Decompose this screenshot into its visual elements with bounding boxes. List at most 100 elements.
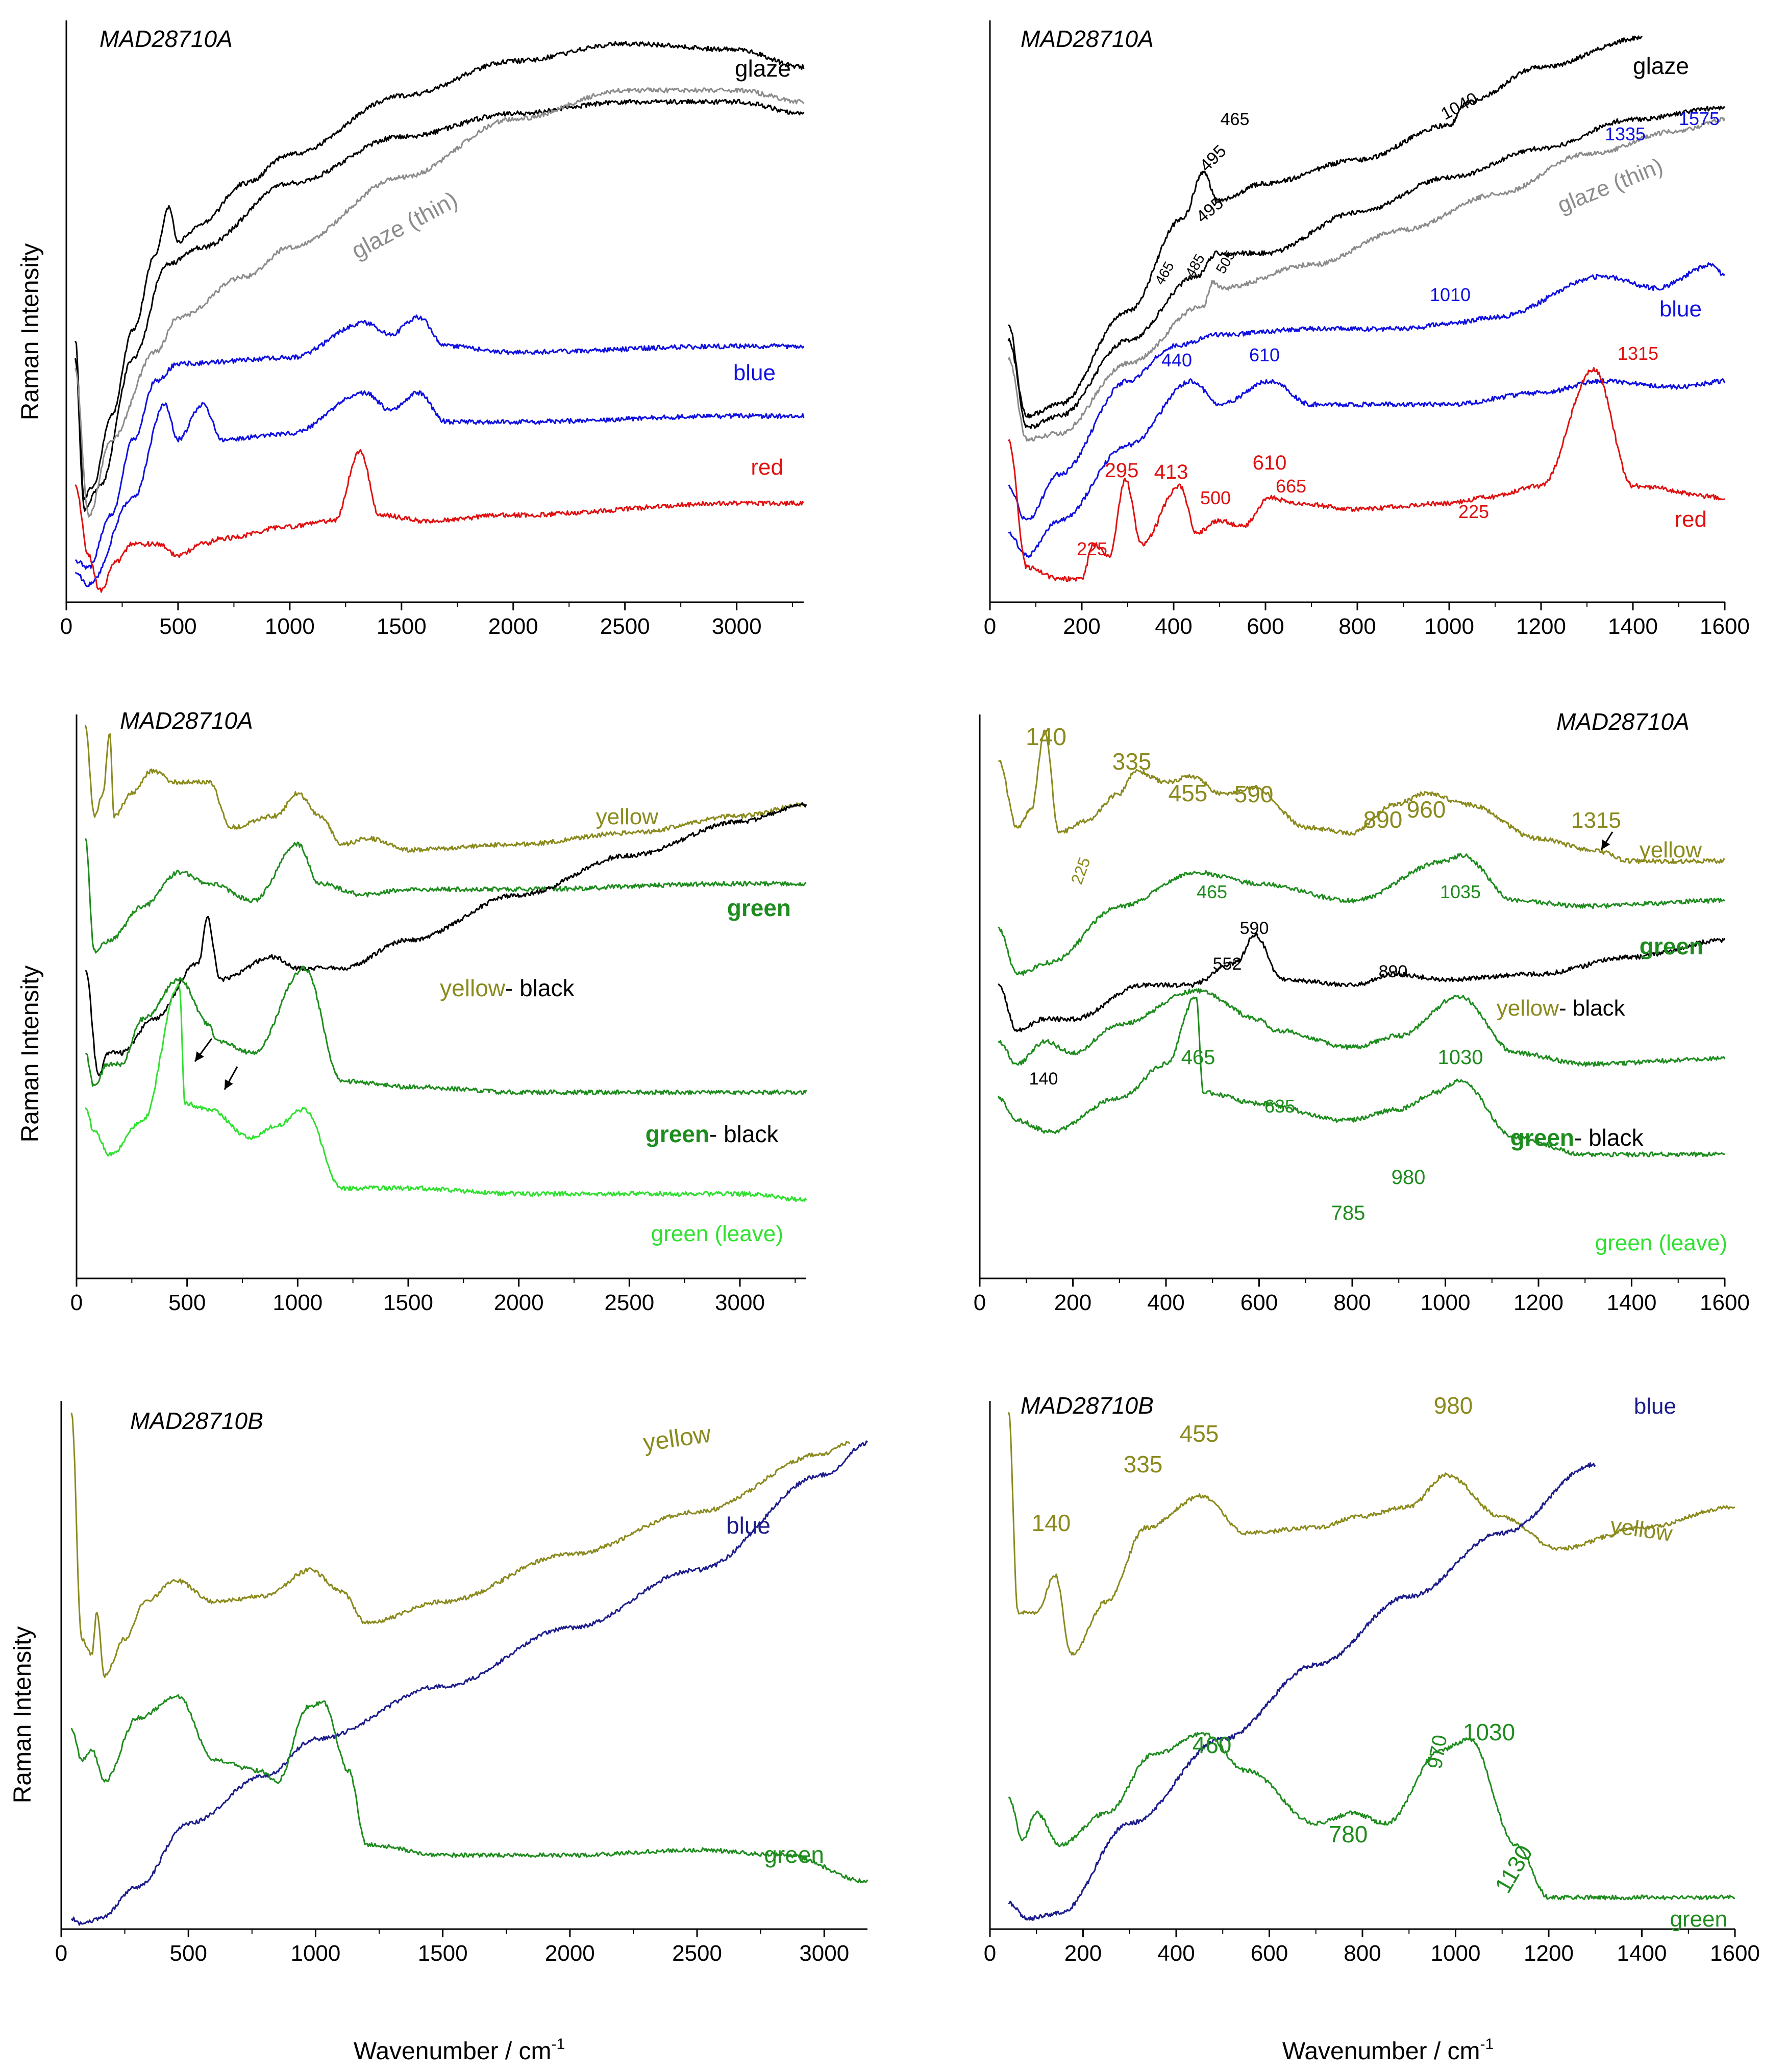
x-tick-label: 3000 xyxy=(715,1290,765,1315)
annotation-label: - black xyxy=(709,1121,779,1147)
annotation-label: blue xyxy=(1659,297,1702,322)
annotation-label: green xyxy=(727,895,791,921)
y-axis-label: Raman Intensity xyxy=(17,243,44,421)
annotation-label: 552 xyxy=(1213,954,1242,974)
annotation-label: 1335 xyxy=(1605,124,1646,144)
x-tick-label: 0 xyxy=(70,1290,83,1315)
annotation-label: 460 xyxy=(1193,1732,1232,1758)
panel-title: MAD28710A xyxy=(1021,26,1154,52)
x-tick-label: 200 xyxy=(1054,1290,1091,1315)
annotation-label: - black xyxy=(505,975,575,1001)
x-tick-label: 800 xyxy=(1338,614,1376,639)
svg-text:Wavenumber / cm-1: Wavenumber / cm-1 xyxy=(1282,2036,1494,2065)
annotation-label: 1575 xyxy=(1679,108,1720,129)
annotation-label: 890 xyxy=(1363,806,1403,833)
x-tick-label: 200 xyxy=(1063,614,1100,639)
x-tick-label: 2000 xyxy=(545,1941,595,1966)
annotation-label: 335 xyxy=(1124,1451,1163,1477)
spectrum-green xyxy=(1008,1732,1735,1901)
x-tick-label: 1000 xyxy=(1431,1941,1481,1966)
spectrum-glaze-2 xyxy=(1008,105,1725,429)
x-tick-label: 200 xyxy=(1064,1941,1102,1966)
arrow-head xyxy=(225,1079,233,1090)
x-tick-label: 2500 xyxy=(604,1290,654,1315)
annotation-label: 590 xyxy=(1234,781,1274,807)
spectrum-green xyxy=(998,852,1726,976)
x-tick-label: 1400 xyxy=(1607,1290,1657,1315)
annotation-label: green xyxy=(764,1841,824,1868)
annotation-label: 635 xyxy=(1264,1096,1295,1117)
annotation-label: 500 xyxy=(1200,487,1231,508)
x-tick-label: 500 xyxy=(159,614,196,639)
annotation-label: 665 xyxy=(1276,476,1306,497)
annotation-label: green xyxy=(1510,1124,1574,1151)
x-tick-label: 1200 xyxy=(1516,614,1566,639)
annotation-label: 455 xyxy=(1180,1420,1219,1447)
annotation-label: 413 xyxy=(1154,461,1188,483)
spectrum-green-black xyxy=(998,988,1726,1067)
spectrum-green xyxy=(70,1694,868,1884)
spectrum-yellow xyxy=(1008,1412,1735,1656)
annotation-label: 1030 xyxy=(1463,1719,1515,1745)
x-tick-label: 1000 xyxy=(272,1290,322,1315)
annotation-label: red xyxy=(751,455,783,480)
spectrum-red xyxy=(1007,367,1725,582)
panel-title: MAD28710A xyxy=(1556,708,1690,735)
x-axis-title-left: Wavenumber / cm-1 xyxy=(354,2036,565,2065)
x-tick-label: 0 xyxy=(60,614,72,639)
annotation-label: red xyxy=(1674,507,1707,532)
spectrum-blue xyxy=(1008,1462,1596,1921)
x-tick-label: 500 xyxy=(170,1941,207,1966)
annotation-label: blue xyxy=(726,1512,771,1539)
x-tick-label: 1500 xyxy=(377,614,427,639)
annotation-label: green (leave) xyxy=(1595,1230,1727,1255)
x-tick-label: 1500 xyxy=(383,1290,433,1315)
annotation-label: 980 xyxy=(1434,1392,1473,1419)
spectrum-blue-2 xyxy=(75,390,805,587)
annotation-label: 590 xyxy=(1240,919,1269,938)
annotation-label: 1035 xyxy=(1440,881,1481,902)
x-tick-label: 800 xyxy=(1344,1941,1381,1966)
annotation-label: 610 xyxy=(1253,452,1287,474)
x-tick-label: 0 xyxy=(974,1290,986,1315)
spectrum-green-leave- xyxy=(998,996,1725,1157)
annotation-label: - black xyxy=(1559,996,1626,1021)
x-tick-label: 1600 xyxy=(1710,1941,1760,1966)
annotation-label: 610 xyxy=(1249,344,1280,365)
panel-title: MAD28710B xyxy=(1021,1392,1154,1419)
x-tick-label: 2000 xyxy=(494,1290,544,1315)
spectrum-red xyxy=(75,449,804,593)
annotation-label: 455 xyxy=(1169,780,1208,806)
spectrum-glaze-thin- xyxy=(1007,117,1726,442)
x-tick-label: 1000 xyxy=(290,1941,340,1966)
spectrum-blue xyxy=(1008,262,1725,521)
annotation-label: 960 xyxy=(1407,796,1446,823)
spectrum-blue xyxy=(70,1440,868,1926)
x-tick-label: 600 xyxy=(1251,1941,1288,1966)
x-tick-label: 1400 xyxy=(1608,614,1658,639)
annotation-label: 1030 xyxy=(1438,1046,1483,1069)
spectrum-green-leave- xyxy=(85,983,807,1202)
x-tick-label: 600 xyxy=(1240,1290,1278,1315)
x-tick-label: 500 xyxy=(168,1290,206,1315)
x-tick-label: 800 xyxy=(1333,1290,1371,1315)
x-tick-label: 2000 xyxy=(488,614,538,639)
x-tick-label: 1000 xyxy=(1421,1290,1471,1315)
y-axis-label: Raman Intensity xyxy=(17,966,44,1143)
annotation-label: green xyxy=(646,1121,709,1147)
x-tick-label: 400 xyxy=(1155,614,1192,639)
annotation-label: 465 xyxy=(1221,110,1250,129)
x-tick-label: 600 xyxy=(1247,614,1284,639)
annotation-label: green xyxy=(1670,1907,1727,1932)
annotation-label: 140 xyxy=(1032,1510,1071,1536)
x-tick-label: 0 xyxy=(984,1941,996,1966)
annotation-label: blue xyxy=(733,360,776,385)
annotation-label: yellow xyxy=(596,804,658,829)
annotation-label: green (leave) xyxy=(651,1221,783,1246)
spectrum-yellow-black xyxy=(85,802,807,1076)
x-tick-label: 1000 xyxy=(1424,614,1474,639)
annotation-label: 785 xyxy=(1331,1202,1366,1224)
annotation-label: 1010 xyxy=(1430,284,1471,305)
spectrum-glaze-2 xyxy=(75,98,805,512)
